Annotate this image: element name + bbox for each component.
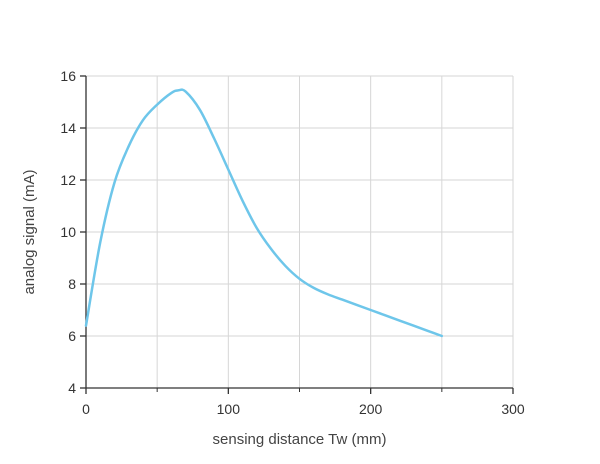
y-tick-label: 8 — [68, 276, 76, 292]
y-tick-label: 16 — [60, 68, 76, 84]
series-line — [84, 88, 444, 338]
y-tick-label: 14 — [60, 120, 76, 136]
x-axis-title: sensing distance Tw (mm) — [213, 431, 387, 448]
grid — [86, 75, 514, 388]
y-tick-label: 6 — [68, 328, 76, 344]
y-tick-label: 12 — [60, 172, 76, 188]
series-group — [84, 88, 444, 338]
y-tick-label: 4 — [68, 380, 76, 396]
x-tick-label: 100 — [217, 401, 241, 417]
x-tick-label: 0 — [82, 401, 90, 417]
ticks: 4 6 8 10 12 14 16 0 100 200 300 — [60, 68, 524, 417]
x-tick-label: 300 — [501, 401, 525, 417]
y-axis-title: analog signal (mA) — [21, 169, 38, 294]
y-tick-label: 10 — [60, 224, 76, 240]
x-tick-label: 200 — [359, 401, 383, 417]
